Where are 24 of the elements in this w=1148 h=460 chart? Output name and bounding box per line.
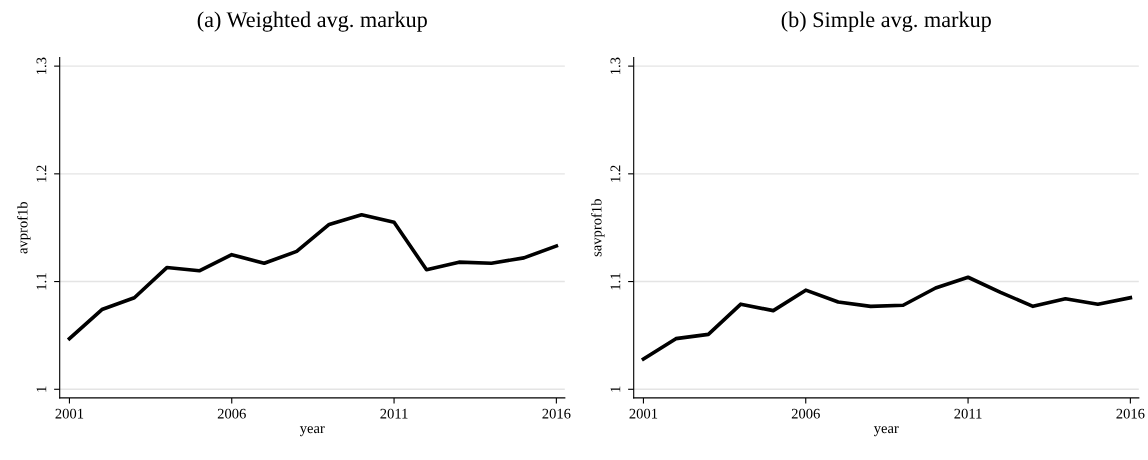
y-tick-label: 1 bbox=[36, 386, 47, 392]
y-tick-label: 1.3 bbox=[610, 57, 621, 74]
x-tick-label: 2001 bbox=[55, 408, 84, 419]
y-tick-label: 1 bbox=[610, 386, 621, 392]
x-tick-label: 2006 bbox=[791, 408, 820, 419]
y-tick-label: 1.1 bbox=[36, 273, 47, 290]
y-tick-label: 1.2 bbox=[610, 165, 621, 182]
chart-title: (b) Simple avg. markup bbox=[781, 11, 991, 32]
chart-title: (a) Weighted avg. markup bbox=[197, 11, 427, 32]
x-tick-label: 2016 bbox=[1116, 408, 1145, 419]
y-tick-label: 1.2 bbox=[36, 165, 47, 182]
x-axis-title: year bbox=[299, 426, 325, 437]
line-series bbox=[67, 212, 559, 341]
x-tick-label: 2011 bbox=[380, 408, 408, 419]
y-tick-label: 1.3 bbox=[36, 57, 47, 74]
y-axis-title: savprof1b bbox=[591, 199, 605, 257]
line-series bbox=[641, 275, 1133, 361]
y-axis-title: avprof1b bbox=[17, 201, 31, 254]
x-tick-label: 2001 bbox=[629, 408, 658, 419]
x-tick-label: 2011 bbox=[954, 408, 982, 419]
x-tick-label: 2016 bbox=[542, 408, 571, 419]
x-axis-title: year bbox=[873, 426, 899, 437]
x-tick-label: 2006 bbox=[217, 408, 246, 419]
y-tick-label: 1.1 bbox=[610, 273, 621, 290]
